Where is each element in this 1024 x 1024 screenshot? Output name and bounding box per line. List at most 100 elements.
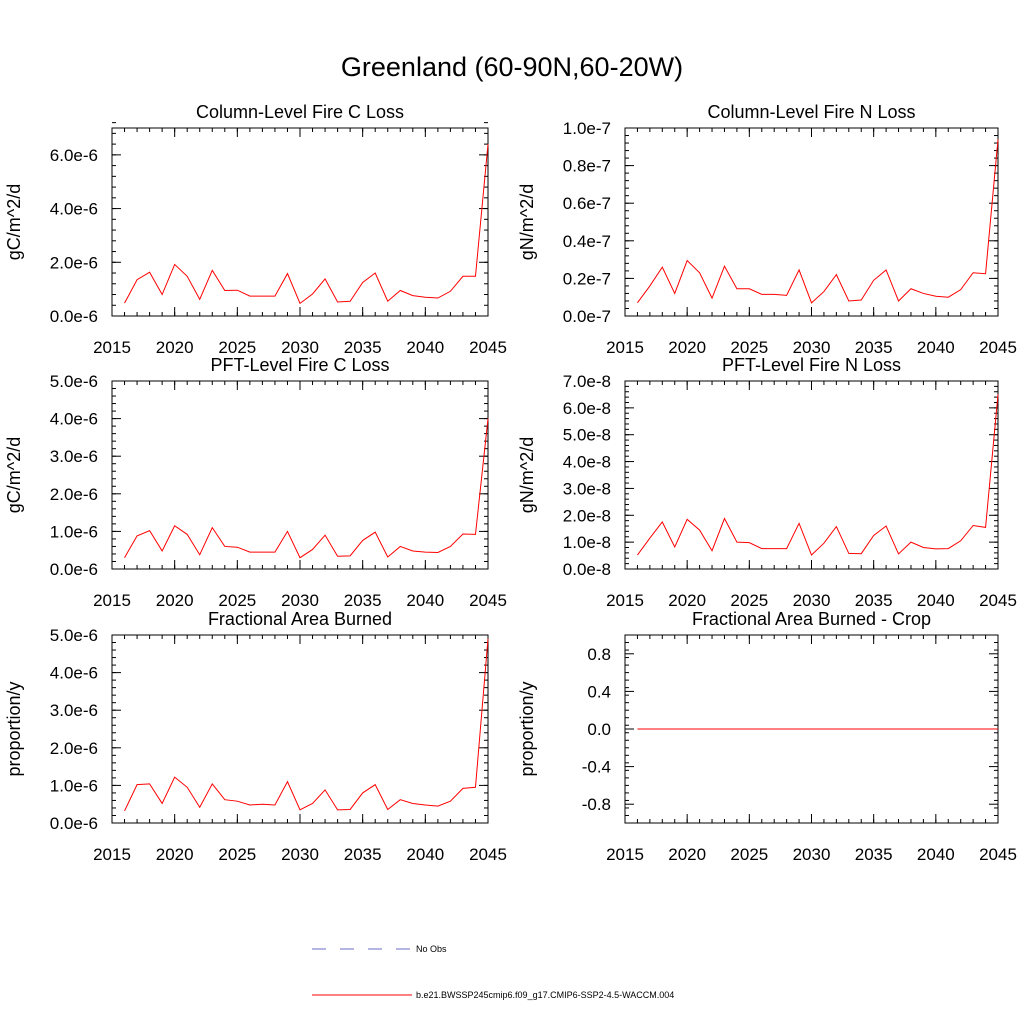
y-tick-label: 7.0e-8	[563, 372, 611, 391]
y-tick-label: 2.0e-6	[50, 485, 98, 504]
y-axis-label: gN/m^2/d	[517, 184, 537, 260]
x-tick-label: 2045	[469, 845, 507, 864]
x-tick-label: 2040	[406, 591, 444, 610]
y-axis-label: gC/m^2/d	[4, 437, 24, 513]
x-tick-label: 2030	[281, 338, 319, 357]
panel-title: Column-Level Fire C Loss	[196, 102, 404, 122]
x-tick-label: 2030	[281, 591, 319, 610]
x-tick-label: 2035	[344, 845, 382, 864]
y-tick-label: 5.0e-6	[50, 626, 98, 645]
x-tick-label: 2025	[218, 591, 256, 610]
y-tick-label: 0.6e-7	[563, 194, 611, 213]
x-tick-label: 2040	[406, 338, 444, 357]
y-tick-label: -0.4	[582, 758, 611, 777]
panel-title: PFT-Level Fire N Loss	[722, 355, 901, 375]
y-axis-label: proportion/y	[4, 681, 24, 776]
figure-title: Greenland (60-90N,60-20W)	[340, 52, 684, 82]
x-tick-label: 2045	[979, 591, 1017, 610]
y-tick-label: 2.0e-6	[50, 739, 98, 758]
series-line-1	[637, 394, 999, 556]
plot-frame	[111, 634, 489, 824]
y-tick-label: -0.8	[582, 795, 611, 814]
y-tick-label: 0.0e-7	[563, 307, 611, 326]
x-tick-label: 2020	[156, 338, 194, 357]
x-tick-label: 2030	[281, 845, 319, 864]
y-tick-label: 3.0e-8	[563, 479, 611, 498]
x-tick-label: 2045	[979, 338, 1017, 357]
x-tick-label: 2020	[156, 591, 194, 610]
y-tick-label: 0.8e-7	[563, 157, 611, 176]
x-tick-label: 2025	[730, 591, 768, 610]
x-tick-label: 2025	[218, 845, 256, 864]
y-tick-label: 4.0e-6	[50, 410, 98, 429]
panel-title: Fractional Area Burned	[208, 609, 392, 629]
plot-frame	[111, 380, 489, 570]
y-tick-label: 2.0e-8	[563, 506, 611, 525]
x-tick-label: 2040	[406, 845, 444, 864]
y-tick-label: 5.0e-8	[563, 426, 611, 445]
x-tick-label: 2040	[917, 591, 955, 610]
x-tick-label: 2020	[156, 845, 194, 864]
x-tick-label: 2015	[93, 338, 131, 357]
y-tick-label: 3.0e-6	[50, 701, 98, 720]
x-tick-label: 2015	[93, 845, 131, 864]
y-axis-label: gC/m^2/d	[4, 184, 24, 260]
panel-4: 2015 2020 2025 2030 2035 2040 2045 0.0e-8 1.0e-8…	[517, 355, 1017, 610]
x-tick-label: 2020	[668, 591, 706, 610]
y-tick-label: 2.0e-6	[50, 253, 98, 272]
x-tick-label: 2040	[917, 845, 955, 864]
series-line-1	[124, 638, 489, 812]
x-tick-label: 2025	[730, 845, 768, 864]
y-tick-label: 0.4e-7	[563, 232, 611, 251]
panel-title: Fractional Area Burned - Crop	[692, 609, 931, 629]
y-tick-label: 0.8	[587, 645, 611, 664]
panel-2: 2015 2020 2025 2030 2035 2040 2045 0.0e-7 0.2e-7…	[517, 102, 1017, 357]
y-tick-label: 4.0e-8	[563, 453, 611, 472]
x-tick-label: 2015	[606, 338, 644, 357]
y-tick-label: 0.0e-8	[563, 560, 611, 579]
x-tick-label: 2025	[730, 338, 768, 357]
y-tick-label: 0.0e-6	[50, 560, 98, 579]
series-line-1	[637, 139, 999, 304]
plot-frame	[111, 127, 489, 317]
panel-3: 2015 2020 2025 2030 2035 2040 2045 0.0e-6 1.0e-6…	[4, 355, 507, 610]
x-tick-label: 2020	[668, 845, 706, 864]
y-tick-label: 3.0e-6	[50, 447, 98, 466]
panel-title: Column-Level Fire N Loss	[707, 102, 915, 122]
x-tick-label: 2035	[344, 591, 382, 610]
y-tick-label: 6.0e-8	[563, 399, 611, 418]
x-tick-label: 2020	[668, 338, 706, 357]
y-tick-label: 1.0e-7	[563, 119, 611, 138]
plot-frame	[624, 127, 999, 317]
x-tick-label: 2030	[793, 845, 831, 864]
panel-6: 2015 2020 2025 2030 2035 2040 2045 -0.8 -0.4 0.0 0…	[517, 609, 1017, 864]
x-tick-label: 2030	[793, 338, 831, 357]
series-line-1	[124, 418, 489, 559]
x-tick-label: 2035	[855, 845, 893, 864]
series-line-1	[124, 144, 489, 305]
y-tick-label: 4.0e-6	[50, 200, 98, 219]
y-tick-label: 1.0e-6	[50, 776, 98, 795]
y-tick-label: 1.0e-6	[50, 522, 98, 541]
x-tick-label: 2040	[917, 338, 955, 357]
x-tick-label: 2045	[979, 845, 1017, 864]
panel-1: 2015 2020 2025 2030 2035 2040 2045 0.0e-6 2.0e-6…	[4, 102, 507, 357]
x-tick-label: 2015	[606, 845, 644, 864]
x-tick-label: 2045	[469, 591, 507, 610]
y-tick-label: 0.2e-7	[563, 269, 611, 288]
x-tick-label: 2025	[218, 338, 256, 357]
y-tick-label: 6.0e-6	[50, 146, 98, 165]
x-tick-label: 2030	[793, 591, 831, 610]
panel-5: 2015 2020 2025 2030 2035 2040 2045 0.0e-6 1.0e-6…	[4, 609, 507, 864]
y-tick-label: 0.4	[587, 682, 611, 701]
x-tick-label: 2035	[855, 591, 893, 610]
y-tick-label: 5.0e-6	[50, 372, 98, 391]
y-tick-label: 4.0e-6	[50, 664, 98, 683]
x-tick-label: 2015	[93, 591, 131, 610]
y-axis-label: gN/m^2/d	[517, 437, 537, 513]
x-tick-label: 2045	[469, 338, 507, 357]
legend-label-model: b.e21.BWSSP245cmip6.f09_g17.CMIP6-SSP2-4…	[416, 990, 675, 1000]
legend-label-no-obs: No Obs	[416, 944, 447, 954]
panel-title: PFT-Level Fire C Loss	[210, 355, 389, 375]
